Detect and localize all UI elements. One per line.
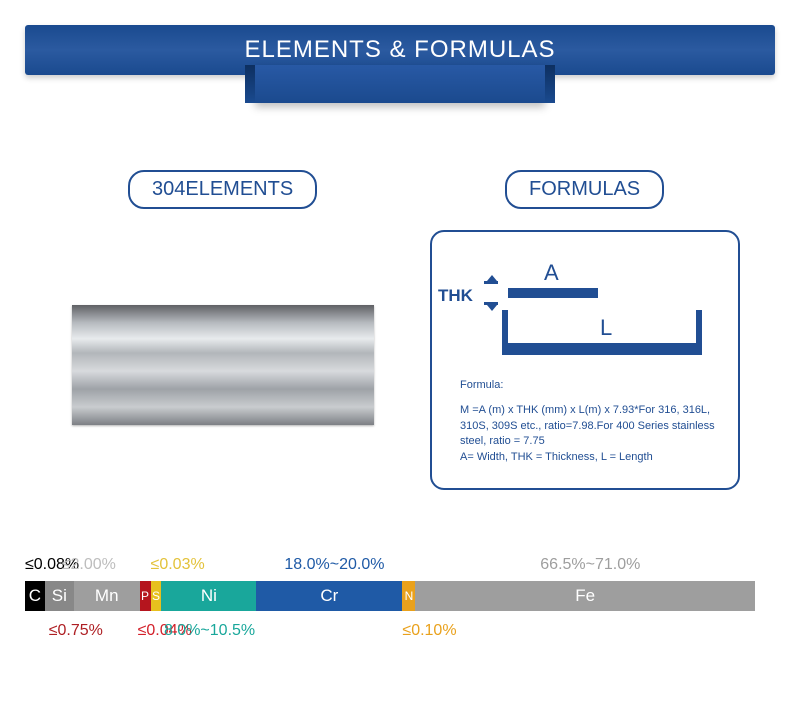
element-segment-si: Si bbox=[45, 581, 74, 611]
element-label-fe: 66.5%~71.0% bbox=[540, 556, 640, 574]
element-segment-n: N bbox=[402, 581, 415, 611]
thk-arrow-up-icon bbox=[487, 275, 497, 281]
element-segment-s: S bbox=[151, 581, 162, 611]
element-label-cr: 18.0%~20.0% bbox=[284, 556, 384, 574]
main-banner-title: ELEMENTS & FORMULAS bbox=[244, 36, 555, 64]
dim-a-label: A bbox=[544, 260, 559, 286]
dim-a-bar bbox=[508, 288, 598, 298]
element-segment-c: C bbox=[25, 581, 45, 611]
thk-arrow-down-icon bbox=[487, 305, 497, 311]
pill-304elements: 304ELEMENTS bbox=[128, 170, 317, 209]
dim-l-right-tick bbox=[696, 310, 702, 355]
dim-l-left-tick bbox=[502, 310, 508, 355]
thk-top-tick bbox=[484, 281, 498, 284]
formula-text: Formula: M =A (m) x THK (mm) x L(m) x 7.… bbox=[460, 378, 715, 465]
element-label-ni: 8.0%~10.5% bbox=[164, 622, 255, 640]
element-segment-ni: Ni bbox=[161, 581, 256, 611]
dim-l-label: L bbox=[600, 315, 612, 341]
formula-heading: Formula: bbox=[460, 378, 715, 393]
element-segment-fe: Fe bbox=[415, 581, 754, 611]
element-label-mn: ≤2.00% bbox=[62, 556, 116, 574]
steel-image bbox=[72, 305, 374, 425]
element-segment-cr: Cr bbox=[256, 581, 402, 611]
dim-l-bar bbox=[502, 343, 702, 355]
element-label-si: ≤0.75% bbox=[49, 622, 103, 640]
elements-bar: CSiMnPSNiCrNFe bbox=[25, 581, 755, 611]
element-label-s: ≤0.03% bbox=[151, 556, 205, 574]
dim-thk-label: THK bbox=[438, 286, 473, 306]
element-label-n: ≤0.10% bbox=[402, 622, 456, 640]
sub-banner bbox=[255, 65, 545, 103]
formula-body: M =A (m) x THK (mm) x L(m) x 7.93*For 31… bbox=[460, 403, 715, 465]
element-segment-mn: Mn bbox=[74, 581, 140, 611]
pill-formulas: FORMULAS bbox=[505, 170, 664, 209]
element-segment-p: P bbox=[140, 581, 151, 611]
